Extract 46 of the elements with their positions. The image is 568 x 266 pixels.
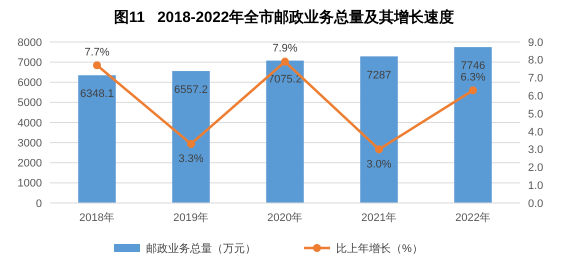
y2-tick-label: 6.0 — [528, 90, 544, 103]
bar — [78, 75, 116, 203]
point — [281, 58, 289, 66]
bar — [172, 71, 210, 203]
y2-tick-label: 0.0 — [528, 198, 544, 210]
y-tick-label: 8000 — [18, 36, 42, 49]
y-tick-label: 6000 — [18, 77, 42, 90]
x-tick-label: 2020年 — [267, 212, 303, 224]
data-label: 3.3% — [178, 152, 204, 165]
bar — [266, 60, 304, 203]
data-label: 3.0% — [366, 158, 392, 170]
data-label: 6557.2 — [174, 84, 208, 96]
data-label: 6.3% — [460, 71, 486, 84]
bar — [360, 56, 398, 203]
y-tick-label: 5000 — [18, 97, 42, 110]
x-tick-label: 2018年 — [79, 212, 115, 224]
y2-tick-label: 4.0 — [528, 126, 544, 138]
data-label: 7.7% — [84, 46, 110, 58]
y2-tick-label: 5.0 — [528, 108, 544, 120]
bar — [454, 47, 492, 203]
y2-tick-label: 9.0 — [528, 36, 544, 49]
y2-tick-label: 2.0 — [528, 162, 544, 174]
data-label: 7287 — [366, 69, 392, 82]
y-tick-label: 4000 — [18, 117, 42, 130]
y2-tick-label: 8.0 — [528, 54, 544, 67]
data-label: 7746 — [460, 60, 486, 72]
x-tick-label: 2022年 — [455, 212, 491, 224]
y-tick-label: 2000 — [18, 158, 42, 170]
x-tick-label: 2019年 — [173, 212, 209, 224]
y-tick-label: 1000 — [18, 178, 42, 190]
y2-tick-label: 1.0 — [528, 180, 544, 192]
point — [93, 61, 101, 70]
chart-title: 图11 2018-2022年全市邮政业务总量及其增长速度 — [114, 8, 454, 26]
legend-label: 比上年增长（%） — [336, 242, 423, 255]
y-tick-label: 3000 — [18, 137, 42, 150]
y2-tick-label: 7.0 — [528, 72, 544, 85]
point — [187, 140, 195, 148]
data-label: 6348.1 — [80, 88, 114, 100]
y-tick-label: 0 — [36, 198, 42, 210]
point — [375, 145, 383, 154]
x-tick-label: 2021年 — [361, 212, 397, 224]
data-label: 7.9% — [272, 42, 298, 55]
point — [469, 86, 477, 94]
y-tick-label: 7000 — [18, 56, 42, 69]
y2-tick-label: 3.0 — [528, 144, 544, 156]
legend-label: 邮政业务总量（万元） — [146, 242, 256, 255]
